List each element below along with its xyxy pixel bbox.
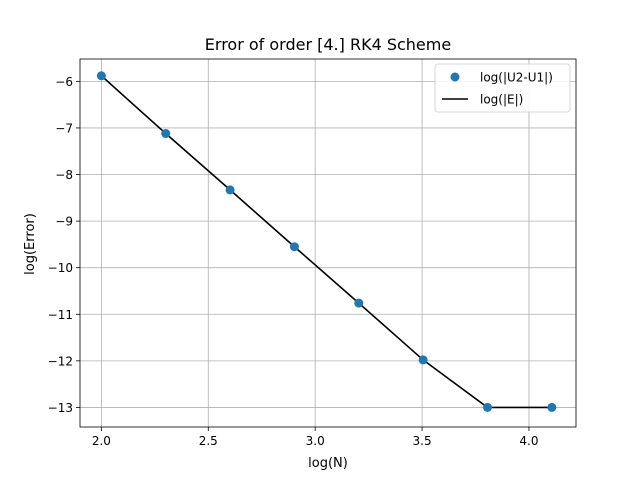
legend: log(|U2-U1|) log(|E|) xyxy=(434,63,571,113)
x-tick-label: 3.0 xyxy=(306,434,325,448)
chart-title: Error of order [4.] RK4 Scheme xyxy=(205,35,451,54)
y-tick-label: −8 xyxy=(55,168,73,182)
data-point xyxy=(482,402,492,412)
data-point xyxy=(161,129,171,139)
x-tick-label: 2.5 xyxy=(199,434,218,448)
plot-series xyxy=(96,71,557,412)
x-tick-label: 3.5 xyxy=(413,434,432,448)
grid-lines xyxy=(80,59,576,427)
series-line-log-e xyxy=(100,75,552,409)
data-point xyxy=(418,355,428,365)
data-point xyxy=(547,402,557,412)
axis-ticks: 2.0 2.5 3.0 3.5 4.0 −6 −7 −8 −9 −10 −11 −12 −13 xyxy=(48,75,539,448)
plot-frame xyxy=(79,58,577,428)
y-tick-label: −10 xyxy=(48,261,73,275)
data-point xyxy=(96,71,106,81)
x-tick-label: 2.0 xyxy=(92,434,111,448)
y-tick-label: −13 xyxy=(48,401,73,415)
y-tick-label: −9 xyxy=(55,215,73,229)
x-axis-label: log(N) xyxy=(308,456,348,471)
data-point xyxy=(225,185,235,195)
data-point xyxy=(289,242,299,252)
x-tick-label: 4.0 xyxy=(519,434,538,448)
legend-label: log(|U2-U1|) xyxy=(480,71,553,85)
y-tick-label: −7 xyxy=(55,121,73,135)
y-tick-label: −6 xyxy=(55,75,73,89)
data-point xyxy=(354,298,364,308)
legend-box xyxy=(434,63,571,113)
y-axis-label: log(Error) xyxy=(23,213,38,275)
legend-label: log(|E|) xyxy=(480,93,523,107)
y-tick-label: −12 xyxy=(48,354,73,368)
y-tick-label: −11 xyxy=(48,308,73,322)
legend-marker-swatch xyxy=(450,72,460,82)
